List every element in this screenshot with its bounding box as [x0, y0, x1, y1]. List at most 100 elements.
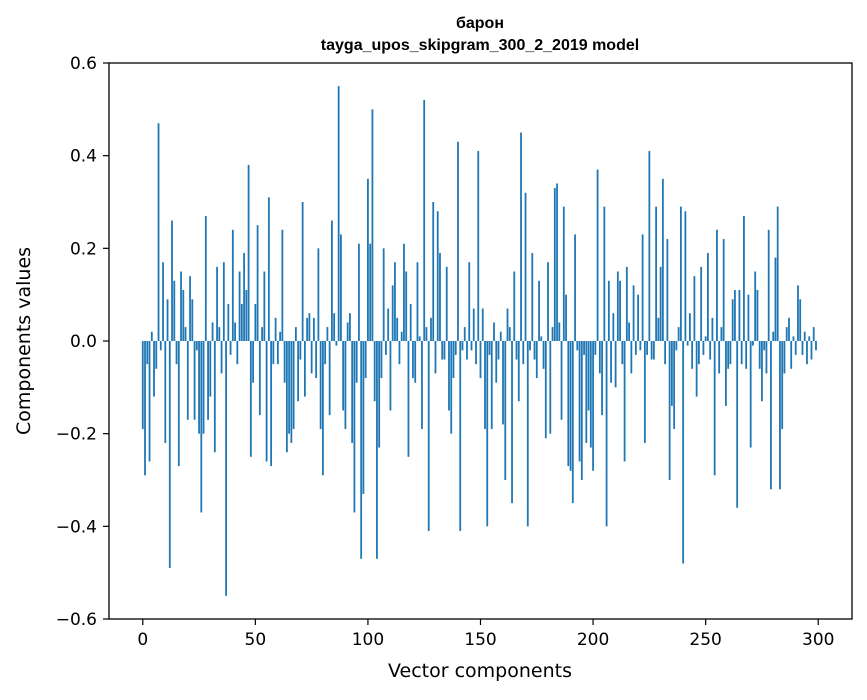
bar — [153, 341, 155, 397]
bar — [317, 248, 320, 341]
bar — [812, 327, 815, 341]
bar — [213, 341, 216, 453]
bar — [740, 341, 743, 365]
bar — [551, 327, 554, 341]
bar — [790, 341, 793, 369]
bar — [661, 178, 664, 341]
bar — [412, 341, 414, 379]
bar — [574, 234, 576, 341]
bar — [189, 276, 191, 341]
bar — [596, 169, 599, 341]
bar — [450, 341, 453, 434]
y-axis-label: Components values — [13, 247, 35, 435]
bar — [351, 341, 354, 443]
bar — [308, 313, 311, 341]
bar — [168, 341, 171, 569]
bar — [779, 341, 781, 490]
bar — [578, 341, 581, 462]
bar — [524, 192, 527, 341]
bar — [443, 341, 446, 360]
bar — [569, 341, 572, 471]
bar — [506, 308, 509, 341]
bar — [299, 341, 302, 360]
bar — [502, 341, 504, 425]
bar — [738, 290, 741, 341]
bar — [767, 229, 770, 341]
bar — [668, 341, 671, 480]
bar — [414, 341, 417, 383]
bar — [380, 341, 383, 379]
bar — [603, 206, 606, 341]
bar — [810, 341, 813, 360]
bar — [601, 341, 603, 416]
y-tick-label: −0.6 — [56, 610, 97, 630]
bar — [148, 341, 151, 462]
bar — [290, 341, 293, 443]
bar — [707, 252, 709, 341]
bar — [427, 341, 430, 531]
bar — [303, 341, 306, 397]
bar — [698, 341, 700, 365]
bar — [367, 178, 369, 341]
bar — [704, 336, 707, 341]
x-tick-label: 100 — [352, 630, 384, 650]
bar — [686, 341, 689, 346]
bar — [792, 336, 795, 341]
bar — [542, 341, 545, 369]
bar — [162, 262, 164, 341]
bar — [641, 234, 644, 341]
bar — [236, 341, 239, 365]
bar — [396, 317, 399, 341]
bar — [175, 341, 178, 365]
bar — [522, 341, 525, 365]
bar — [585, 341, 588, 443]
bar — [544, 341, 547, 439]
bar — [342, 341, 345, 411]
bar — [191, 299, 194, 341]
bar — [781, 341, 784, 430]
bar — [326, 327, 329, 341]
bar — [504, 341, 507, 480]
bar — [222, 262, 225, 341]
bar — [225, 341, 227, 596]
bar — [497, 341, 500, 360]
bar — [240, 303, 243, 341]
bar — [468, 262, 471, 341]
bar — [353, 341, 356, 513]
bar — [459, 341, 462, 531]
bar — [234, 322, 236, 341]
bar — [292, 341, 295, 430]
x-tick-label: 200 — [577, 630, 609, 650]
bar — [150, 331, 153, 341]
bar — [312, 317, 315, 341]
bar — [695, 341, 698, 397]
bar — [571, 341, 574, 504]
bar — [344, 341, 347, 430]
bar — [745, 341, 748, 369]
bar — [754, 271, 757, 341]
bar — [452, 341, 455, 379]
bar — [285, 341, 288, 453]
bar — [358, 243, 360, 341]
bar — [479, 341, 482, 379]
bar — [623, 341, 626, 462]
bar — [195, 341, 198, 351]
bar — [535, 341, 538, 379]
y-tick-label: 0.0 — [70, 332, 97, 352]
bar — [725, 341, 727, 406]
bar — [664, 341, 667, 365]
bar — [630, 341, 633, 374]
bar — [439, 252, 441, 341]
bar — [752, 341, 754, 346]
bar — [693, 276, 696, 341]
bar — [484, 341, 486, 430]
bar — [254, 303, 257, 341]
bar — [776, 206, 779, 341]
bar — [747, 294, 750, 341]
bar — [495, 341, 498, 383]
bar — [463, 327, 466, 341]
bar — [249, 341, 252, 457]
bar — [808, 336, 811, 341]
bar — [238, 271, 241, 341]
bar — [488, 341, 491, 355]
